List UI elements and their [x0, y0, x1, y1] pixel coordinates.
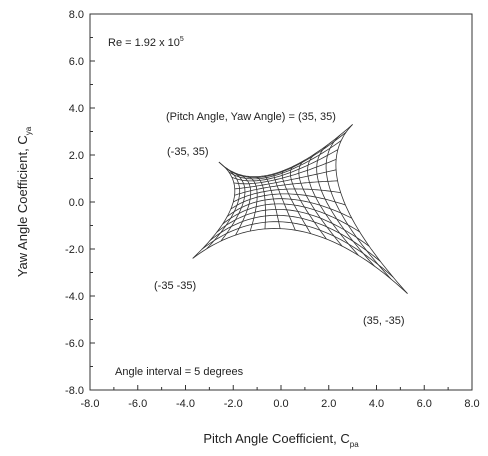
label-pitch35-yaw-35: (35, -35) — [363, 315, 405, 327]
reynolds-exponent: 5 — [180, 36, 184, 43]
y-axis: -8.0 -6.0 -4.0 -2.0 0.0 2.0 4.0 6.0 8.0 — [65, 9, 95, 397]
y-tick-label: -6.0 — [65, 338, 84, 350]
constant-yaw-line — [209, 214, 381, 262]
constant-yaw-line — [218, 124, 353, 178]
calibration-grid — [192, 124, 408, 294]
x-tick-label: -2.0 — [224, 398, 243, 410]
constant-pitch-line — [206, 167, 241, 250]
constant-pitch-line — [255, 176, 266, 229]
y-tick-label: -2.0 — [65, 244, 84, 256]
y-tick-label: 8.0 — [69, 9, 84, 21]
y-tick-label: -8.0 — [65, 385, 84, 397]
x-axis: -8.0 -6.0 -4.0 -2.0 0.0 2.0 4.0 6.0 8.0 — [81, 385, 480, 410]
x-tick-label: 8.0 — [464, 398, 479, 410]
y-tick-label: 6.0 — [69, 56, 84, 68]
y-tick-label: 0.0 — [69, 197, 84, 209]
constant-pitch-line — [220, 171, 246, 242]
constant-pitch-line — [316, 144, 375, 267]
label-pitch35-yaw35: (Pitch Angle, Yaw Angle) = (35, 35) — [166, 111, 336, 123]
constant-pitch-line — [325, 134, 392, 280]
constant-yaw-line — [233, 159, 337, 185]
angle-interval-annotation: Angle interval = 5 degrees — [115, 366, 244, 378]
label-pitch-35-yaw35: (-35, 35) — [167, 146, 209, 158]
x-axis-title: Pitch Angle Coefficient, Cpa — [203, 431, 359, 449]
y-axis-subscript: ya — [24, 126, 33, 135]
x-tick-label: -8.0 — [81, 398, 100, 410]
x-tick-label: -4.0 — [176, 398, 195, 410]
constant-pitch-line — [281, 170, 312, 234]
constant-pitch-line — [192, 161, 236, 259]
reynolds-annotation: Re = 1.92 x 105 — [108, 36, 184, 49]
plot-frame — [89, 13, 473, 391]
y-tick-label: -4.0 — [65, 291, 84, 303]
x-tick-label: 2.0 — [321, 398, 336, 410]
constant-pitch-line — [307, 152, 359, 256]
constant-pitch-line — [264, 175, 281, 229]
x-tick-label: -6.0 — [128, 398, 147, 410]
constant-pitch-line — [247, 175, 258, 232]
constant-pitch-line — [298, 159, 343, 247]
constant-pitch-line — [335, 124, 408, 294]
y-tick-label: 4.0 — [69, 103, 84, 115]
x-tick-label: 6.0 — [417, 398, 432, 410]
constant-pitch-line — [273, 173, 296, 231]
x-tick-label: 4.0 — [369, 398, 384, 410]
constant-yaw-line — [228, 140, 342, 180]
x-tick-label: 0.0 — [273, 398, 288, 410]
y-axis-title: Yaw Angle Coefficient, Cya — [15, 126, 33, 277]
constant-pitch-line — [235, 174, 252, 236]
x-axis-subscript: pa — [350, 440, 359, 449]
y-tick-label: 2.0 — [69, 150, 84, 162]
label-pitch-35-yaw-35: (-35 -35) — [154, 280, 196, 292]
constant-pitch-line — [289, 165, 327, 240]
constant-yaw-line — [222, 203, 360, 233]
